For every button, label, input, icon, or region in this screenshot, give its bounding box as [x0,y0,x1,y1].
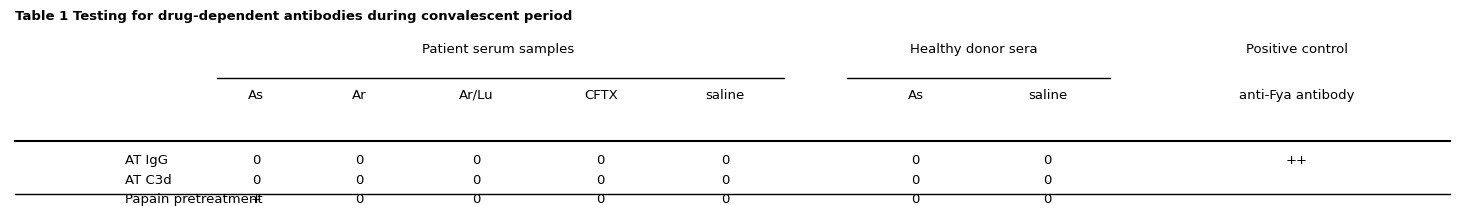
Text: Patient serum samples: Patient serum samples [422,43,574,56]
Text: 0: 0 [596,192,605,205]
Text: CFTX: CFTX [583,88,618,101]
Text: AT IgG: AT IgG [125,153,167,166]
Text: Ar/Lu: Ar/Lu [459,88,494,101]
Text: 0: 0 [355,153,363,166]
Text: +: + [251,192,262,205]
Text: 0: 0 [721,192,730,205]
Text: 0: 0 [596,173,605,186]
Text: 0: 0 [355,173,363,186]
Text: 0: 0 [1043,153,1052,166]
Text: 0: 0 [721,153,730,166]
Text: anti-Fya antibody: anti-Fya antibody [1239,88,1354,101]
Text: Ar: Ar [352,88,366,101]
Text: 0: 0 [472,173,481,186]
Text: 0: 0 [911,192,920,205]
Text: 0: 0 [1043,192,1052,205]
Text: 0: 0 [1043,173,1052,186]
Text: 0: 0 [355,192,363,205]
Text: 0: 0 [472,192,481,205]
Text: 0: 0 [252,153,261,166]
Text: 0: 0 [911,153,920,166]
Text: As: As [249,88,264,101]
Text: ++: ++ [1285,153,1308,166]
Text: 0: 0 [911,173,920,186]
Text: saline: saline [1028,88,1067,101]
Text: Table 1 Testing for drug-dependent antibodies during convalescent period: Table 1 Testing for drug-dependent antib… [15,10,571,23]
Text: 0: 0 [252,173,261,186]
Text: As: As [908,88,923,101]
Text: Papain pretreatment: Papain pretreatment [125,192,262,205]
Text: AT C3d: AT C3d [125,173,171,186]
Text: 0: 0 [472,153,481,166]
Text: 0: 0 [596,153,605,166]
Text: Healthy donor sera: Healthy donor sera [910,43,1039,56]
Text: Positive control: Positive control [1245,43,1348,56]
Text: 0: 0 [721,173,730,186]
Text: saline: saline [706,88,744,101]
